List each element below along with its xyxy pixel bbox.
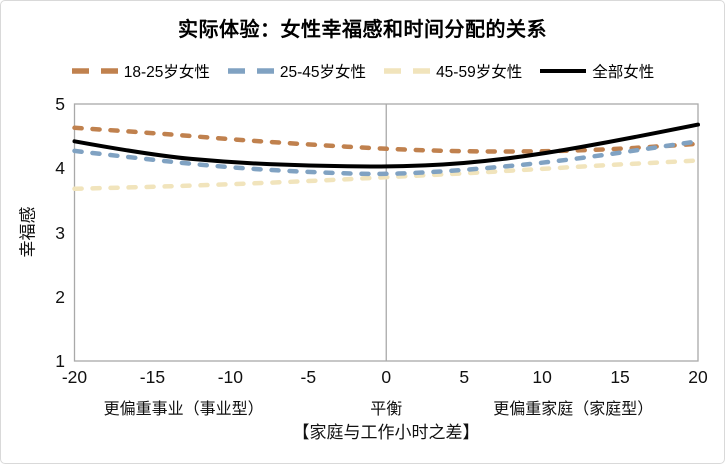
legend-item-all-women: 全部女性 — [539, 60, 654, 82]
legend-item-age-45-59: 45-59岁女性 — [383, 60, 522, 82]
chart-title: 实际体验：女性幸福感和时间分配的关系 — [178, 19, 547, 41]
x-tick-label: -5 — [300, 367, 317, 387]
series-line-age-25-45 — [72, 139, 701, 177]
legend-item-age-18-25: 18-25岁女性 — [71, 60, 210, 82]
axis-annotation-balance: 平衡 — [370, 401, 403, 418]
series-line-age-18-25 — [72, 125, 701, 154]
y-axis-title: 幸福感 — [18, 206, 38, 258]
x-tick-label: 5 — [459, 367, 470, 387]
legend-label-age-18-25: 18-25岁女性 — [123, 64, 210, 81]
legend-line-sample-all-women — [540, 69, 587, 73]
series-line-age-45-59 — [72, 158, 701, 192]
x-tick-label: 10 — [532, 367, 552, 387]
y-tick-label: 2 — [55, 286, 65, 307]
y-tick-label: 4 — [55, 158, 65, 179]
x-tick-label: -15 — [139, 367, 166, 387]
x-axis-title: 【家庭与工作小时之差】 — [292, 423, 480, 442]
legend-item-age-25-45: 25-45岁女性 — [227, 60, 366, 82]
legend-label-age-25-45: 25-45岁女性 — [279, 64, 367, 81]
legend: 18-25岁女性 25-45岁女性 45-59岁女性 全部女性 — [1, 60, 724, 82]
legend-line-sample-age-25-45 — [227, 68, 274, 74]
y-tick-label: 5 — [55, 94, 65, 114]
series-line-all-women — [72, 122, 700, 169]
y-tick-label: 3 — [55, 222, 65, 243]
axis-annotation-career-side: 更偏重事业（事业型） — [103, 401, 264, 418]
x-tick-label: 0 — [381, 367, 392, 387]
x-tick-label: 15 — [610, 367, 630, 387]
axis-annotation-family-side: 更偏重家庭（家庭型） — [493, 401, 654, 418]
legend-line-sample-age-18-25 — [71, 68, 118, 74]
x-tick-label: -20 — [61, 367, 88, 387]
legend-label-all-women: 全部女性 — [592, 64, 655, 81]
legend-line-sample-age-45-59 — [384, 68, 431, 74]
x-tick-label: 20 — [688, 367, 708, 387]
y-tick-label: 1 — [55, 351, 65, 371]
x-tick-label: -10 — [217, 367, 244, 387]
legend-label-age-45-59: 45-59岁女性 — [436, 64, 523, 81]
